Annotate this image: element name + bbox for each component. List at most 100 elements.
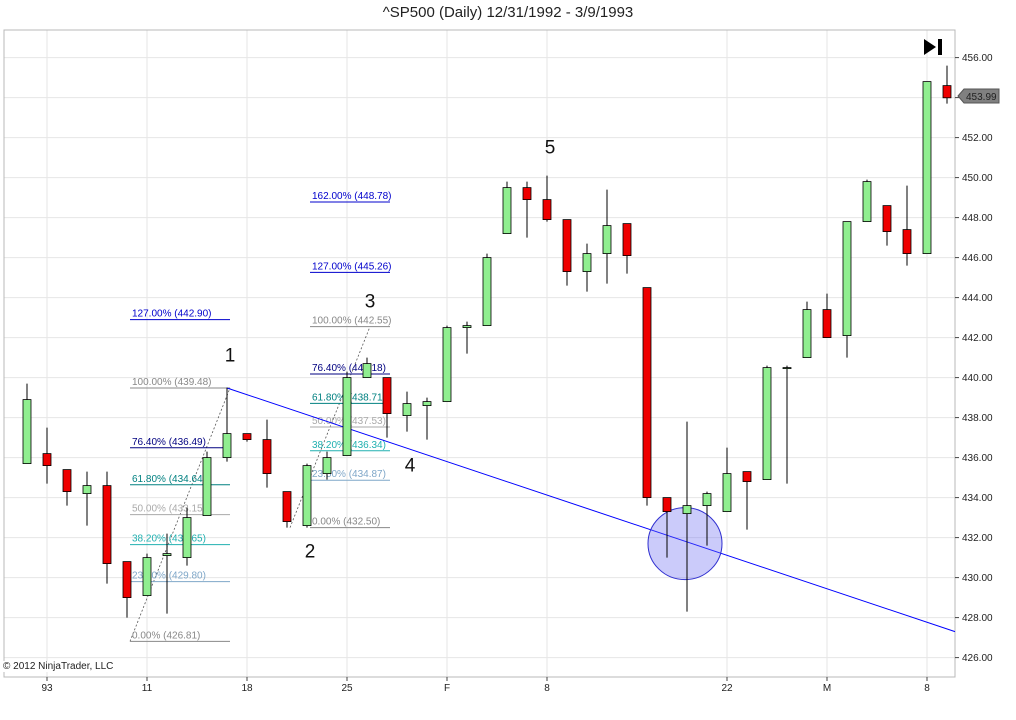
y-tick-label: 446.00: [962, 253, 993, 264]
fib-level-label: 50.00% (433.15): [132, 504, 206, 515]
copyright-notice: © 2012 NinjaTrader, LLC: [3, 661, 114, 672]
y-tick-label: 432.00: [962, 533, 993, 544]
candle-body: [562, 219, 572, 273]
y-tick-label: 442.00: [962, 333, 993, 344]
candle-body: [922, 81, 932, 254]
candle-body: [122, 561, 132, 598]
candle-body: [902, 229, 912, 255]
fib-level-label: 100.00% (442.55): [312, 316, 392, 327]
highlight-circle: [647, 507, 723, 581]
fib-level-label: 162.00% (448.78): [312, 191, 392, 202]
y-tick-label: 444.00: [962, 293, 993, 304]
y-tick-label: 434.00: [962, 493, 993, 504]
candle-body: [682, 505, 692, 515]
fib-level-label: 38.20% (431.65): [132, 534, 206, 545]
fib-level-label: 127.00% (442.90): [132, 309, 212, 320]
y-tick-label: 452.00: [962, 133, 993, 144]
fib-level-label: 100.00% (439.48): [132, 377, 212, 388]
candle-body: [342, 377, 352, 457]
wave-label: 3: [365, 292, 376, 313]
x-tick-label: 8: [544, 683, 550, 694]
x-tick-label: F: [444, 683, 450, 694]
candle-body: [662, 497, 672, 513]
candle-body: [942, 85, 952, 99]
y-tick-label: 448.00: [962, 213, 993, 224]
candle-body: [62, 469, 72, 493]
x-tick-label: 22: [721, 683, 733, 694]
fibonacci-retracements[interactable]: 0.00% (426.81) 23.60% (429.80) 38.20% (431…: [129, 191, 392, 642]
candle-body: [422, 401, 432, 407]
y-tick-label: 440.00: [962, 373, 993, 384]
chart-title: ^SP500 (Daily) 12/31/1992 - 3/9/1993: [382, 4, 634, 21]
candle-body: [802, 309, 812, 359]
x-axis: 93 11 18 25 F 8 22 M 8: [41, 677, 930, 694]
wave-label: 2: [305, 542, 316, 563]
grid: [4, 30, 955, 677]
candle-body: [642, 287, 652, 499]
fib-level-label: 23.60% (434.87): [312, 469, 386, 480]
candle-body: [702, 493, 712, 507]
y-tick-label: 436.00: [962, 453, 993, 464]
candle-body: [182, 517, 192, 558]
candlesticks: [22, 65, 952, 618]
plot-border: [3, 29, 956, 678]
candle-body: [482, 257, 492, 327]
candle-body: [722, 473, 732, 513]
candle-body: [202, 457, 212, 517]
candle-body: [542, 199, 552, 221]
candle-body: [782, 367, 792, 370]
fib-level-label: 0.00% (432.50): [312, 517, 380, 528]
fib-level-label: 76.40% (436.49): [132, 437, 206, 448]
y-tick-label: 450.00: [962, 173, 993, 184]
fib-level-label: 23.60% (429.80): [132, 571, 206, 582]
candle-body: [522, 187, 532, 201]
candle-body: [582, 253, 592, 273]
x-tick-label: 11: [142, 683, 153, 694]
candle-body: [282, 491, 292, 523]
candle-body: [142, 557, 152, 596]
fib-level-label: 0.00% (426.81): [132, 630, 200, 641]
y-axis: 426.00 428.00 430.00 432.00 434.00 436.00 438.…: [955, 53, 993, 664]
candle-body: [362, 363, 372, 379]
candle-body: [882, 205, 892, 233]
skip-to-end-icon[interactable]: [924, 39, 942, 55]
plot-frame: [3, 29, 956, 678]
candle-body: [322, 457, 332, 475]
y-tick-label: 438.00: [962, 413, 993, 424]
candle-body: [442, 327, 452, 403]
last-price-marker: 453.99: [957, 88, 1000, 104]
candle-body: [402, 403, 412, 417]
candle-body: [262, 439, 272, 475]
wave-label: 1: [225, 346, 236, 367]
candle-body: [42, 453, 52, 467]
candle-body: [462, 325, 472, 329]
fib-level-label: 127.00% (445.26): [312, 261, 392, 272]
x-tick-label: M: [823, 683, 831, 694]
candle-body: [222, 433, 232, 459]
candle-body: [622, 223, 632, 257]
y-tick-label: 430.00: [962, 573, 993, 584]
candle-body: [22, 399, 32, 465]
candle-body: [382, 377, 392, 415]
candle-body: [742, 471, 752, 483]
x-tick-label: 8: [924, 683, 930, 694]
candle-body: [102, 485, 112, 565]
candle-body: [162, 553, 172, 556]
x-tick-label: 93: [41, 683, 53, 694]
x-tick-label: 25: [341, 683, 353, 694]
candle-body: [502, 187, 512, 235]
trend-line: [226, 387, 956, 633]
last-price-label: 453.99: [966, 92, 997, 103]
y-tick-label: 428.00: [962, 613, 993, 624]
candle-body: [862, 181, 872, 223]
candle-body: [762, 367, 772, 481]
trend-line-group[interactable]: [226, 387, 956, 633]
candle-body: [242, 433, 252, 441]
fib-level-label: 76.40% (440.18): [312, 363, 386, 374]
fib-level-label: 61.80% (434.64): [132, 474, 206, 485]
candle-body: [822, 309, 832, 339]
wave-label: 5: [545, 138, 556, 159]
elliott-wave-labels: 1 2 3 4 5: [225, 138, 556, 563]
